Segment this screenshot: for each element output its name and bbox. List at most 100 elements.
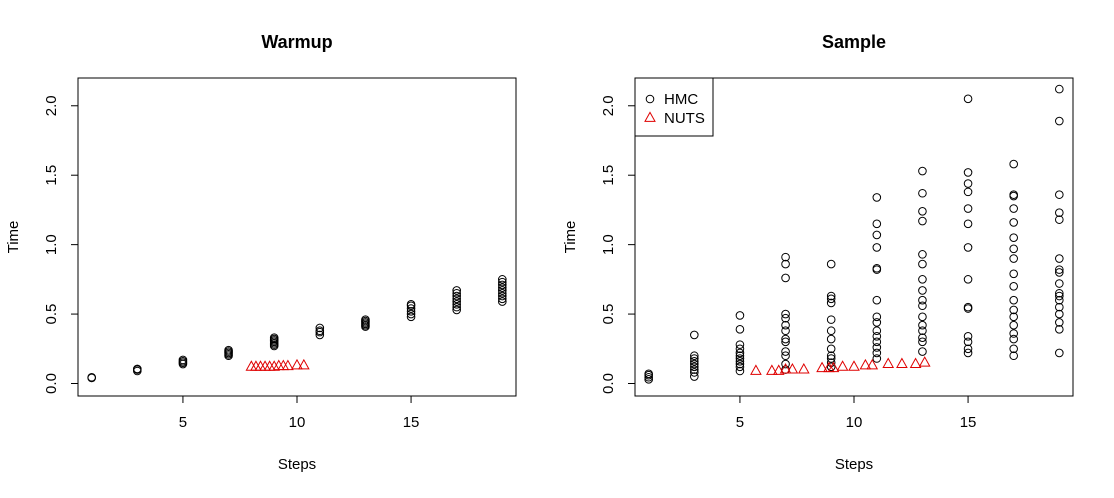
sample-point-circle bbox=[918, 166, 927, 176]
warmup-y-tick-label: 1.5 bbox=[43, 165, 60, 186]
sample-point-circle bbox=[1009, 334, 1018, 344]
warmup-point-triangle bbox=[291, 358, 303, 370]
sample-point-circle bbox=[918, 216, 927, 226]
warmup-y-tick-label: 2.0 bbox=[43, 95, 60, 116]
sample-point-circle bbox=[826, 334, 836, 344]
sample-point-circle bbox=[781, 259, 790, 269]
sample-point-circle bbox=[690, 330, 699, 340]
sample-point-circle bbox=[1055, 318, 1064, 327]
sample-point-circle bbox=[918, 347, 927, 356]
sample-point-circle bbox=[1009, 218, 1018, 227]
sample-point-circle bbox=[644, 369, 653, 379]
sample-point-circle bbox=[781, 337, 790, 347]
warmup-point-circle bbox=[498, 283, 507, 292]
warmup-point-circle bbox=[498, 291, 507, 301]
sample-point-circle bbox=[690, 354, 699, 363]
sample-point-circle bbox=[1009, 295, 1018, 305]
sample-point-circle bbox=[872, 354, 882, 363]
warmup-y-tick-label: 1.0 bbox=[43, 234, 60, 255]
sample-point-triangle bbox=[882, 357, 895, 368]
sample-point-triangle bbox=[786, 363, 799, 374]
sample-point-circle bbox=[735, 325, 745, 334]
sample-point-circle bbox=[918, 250, 927, 259]
warmup-axes: 5 10 15 0.0 0.5 1.0 1.5 2.0 bbox=[43, 95, 419, 431]
sample-point-circle bbox=[690, 372, 699, 381]
sample-point-circle bbox=[781, 326, 790, 336]
legend-entry-nuts: NUTS bbox=[644, 110, 705, 127]
sample-point-circle bbox=[1055, 84, 1064, 94]
warmup-point-circle bbox=[452, 288, 461, 298]
warmup-point-circle bbox=[498, 288, 507, 298]
sample-point-circle bbox=[1009, 351, 1018, 361]
sample-point-circle bbox=[690, 368, 699, 377]
sample-point-circle bbox=[826, 259, 836, 269]
sample-point-circle bbox=[1009, 159, 1018, 169]
sample-point-circle bbox=[1055, 265, 1064, 274]
sample-point-circle bbox=[690, 356, 699, 366]
warmup-point-circle bbox=[498, 275, 507, 284]
warmup-point-circle bbox=[406, 309, 416, 319]
sample-point-circle bbox=[918, 275, 927, 284]
sample-point-circle bbox=[644, 375, 653, 384]
warmup-point-circle bbox=[133, 364, 142, 374]
sample-point-circle bbox=[1009, 233, 1018, 242]
legend-nuts-marker bbox=[644, 111, 656, 122]
warmup-point-circle bbox=[315, 323, 325, 333]
warmup-panel: Warmup Steps Time 5 10 15 0.0 0.5 1.0 1.5 2.0 bbox=[5, 32, 517, 473]
sample-point-circle bbox=[735, 354, 745, 363]
sample-point-circle bbox=[735, 340, 745, 349]
sample-point-circle bbox=[826, 354, 836, 363]
warmup-y-tick-label: 0.5 bbox=[43, 304, 60, 325]
sample-point-circle bbox=[690, 359, 699, 369]
sample-point-circle bbox=[826, 291, 836, 301]
warmup-point-circle bbox=[406, 312, 416, 322]
sample-legend: HMC NUTS bbox=[634, 77, 714, 137]
sample-point-triangle bbox=[848, 360, 860, 371]
sample-panel: Sample Steps Time 5 10 15 0.0 0.5 1.0 1.5 2.0 H… bbox=[562, 32, 1074, 473]
legend-hmc-label: HMC bbox=[664, 91, 698, 108]
sample-x-axis-label: Steps bbox=[835, 456, 873, 473]
legend-hmc-marker bbox=[645, 94, 655, 104]
sample-point-circle bbox=[963, 204, 973, 213]
sample-point-circle bbox=[644, 372, 653, 382]
sample-x-tick-label: 15 bbox=[960, 414, 977, 431]
sample-point-circle bbox=[918, 259, 927, 269]
sample-point-circle bbox=[1055, 325, 1064, 334]
sample-point-circle bbox=[963, 179, 973, 188]
sample-point-circle bbox=[690, 362, 699, 372]
sample-point-circle bbox=[1055, 254, 1064, 263]
sample-point-circle bbox=[872, 348, 882, 358]
sample-point-circle bbox=[872, 343, 882, 352]
sample-point-triangle bbox=[918, 356, 931, 367]
sample-point-circle bbox=[1009, 344, 1018, 354]
sample-point-circle bbox=[872, 193, 882, 202]
warmup-point-circle bbox=[452, 286, 461, 295]
warmup-point-circle bbox=[452, 291, 461, 301]
sample-point-circle bbox=[1055, 288, 1064, 298]
sample-point-circle bbox=[918, 188, 927, 198]
sample-point-circle bbox=[1009, 305, 1018, 315]
sample-point-circle bbox=[826, 351, 836, 361]
sample-point-circle bbox=[872, 219, 882, 229]
sample-point-circle bbox=[1055, 291, 1064, 301]
sample-point-circle bbox=[1055, 190, 1064, 199]
sample-point-circle bbox=[872, 263, 882, 273]
sample-point-circle bbox=[1009, 281, 1018, 291]
sample-y-tick-label: 1.0 bbox=[600, 234, 617, 255]
sample-y-tick-label: 0.5 bbox=[600, 304, 617, 325]
sample-point-circle bbox=[735, 359, 745, 369]
sample-point-circle bbox=[1009, 329, 1018, 338]
sample-point-circle bbox=[963, 331, 973, 341]
sample-point-circle bbox=[826, 326, 836, 336]
warmup-points bbox=[87, 275, 507, 383]
sample-point-circle bbox=[1055, 208, 1064, 217]
warmup-point-circle bbox=[406, 300, 416, 309]
sample-y-tick-label: 1.5 bbox=[600, 165, 617, 186]
warmup-x-tick-label: 10 bbox=[289, 414, 306, 431]
sample-point-circle bbox=[918, 333, 927, 342]
sample-point-triangle bbox=[836, 360, 849, 371]
sample-point-circle bbox=[963, 348, 973, 358]
sample-point-circle bbox=[1055, 215, 1064, 224]
warmup-point-circle bbox=[269, 333, 279, 342]
